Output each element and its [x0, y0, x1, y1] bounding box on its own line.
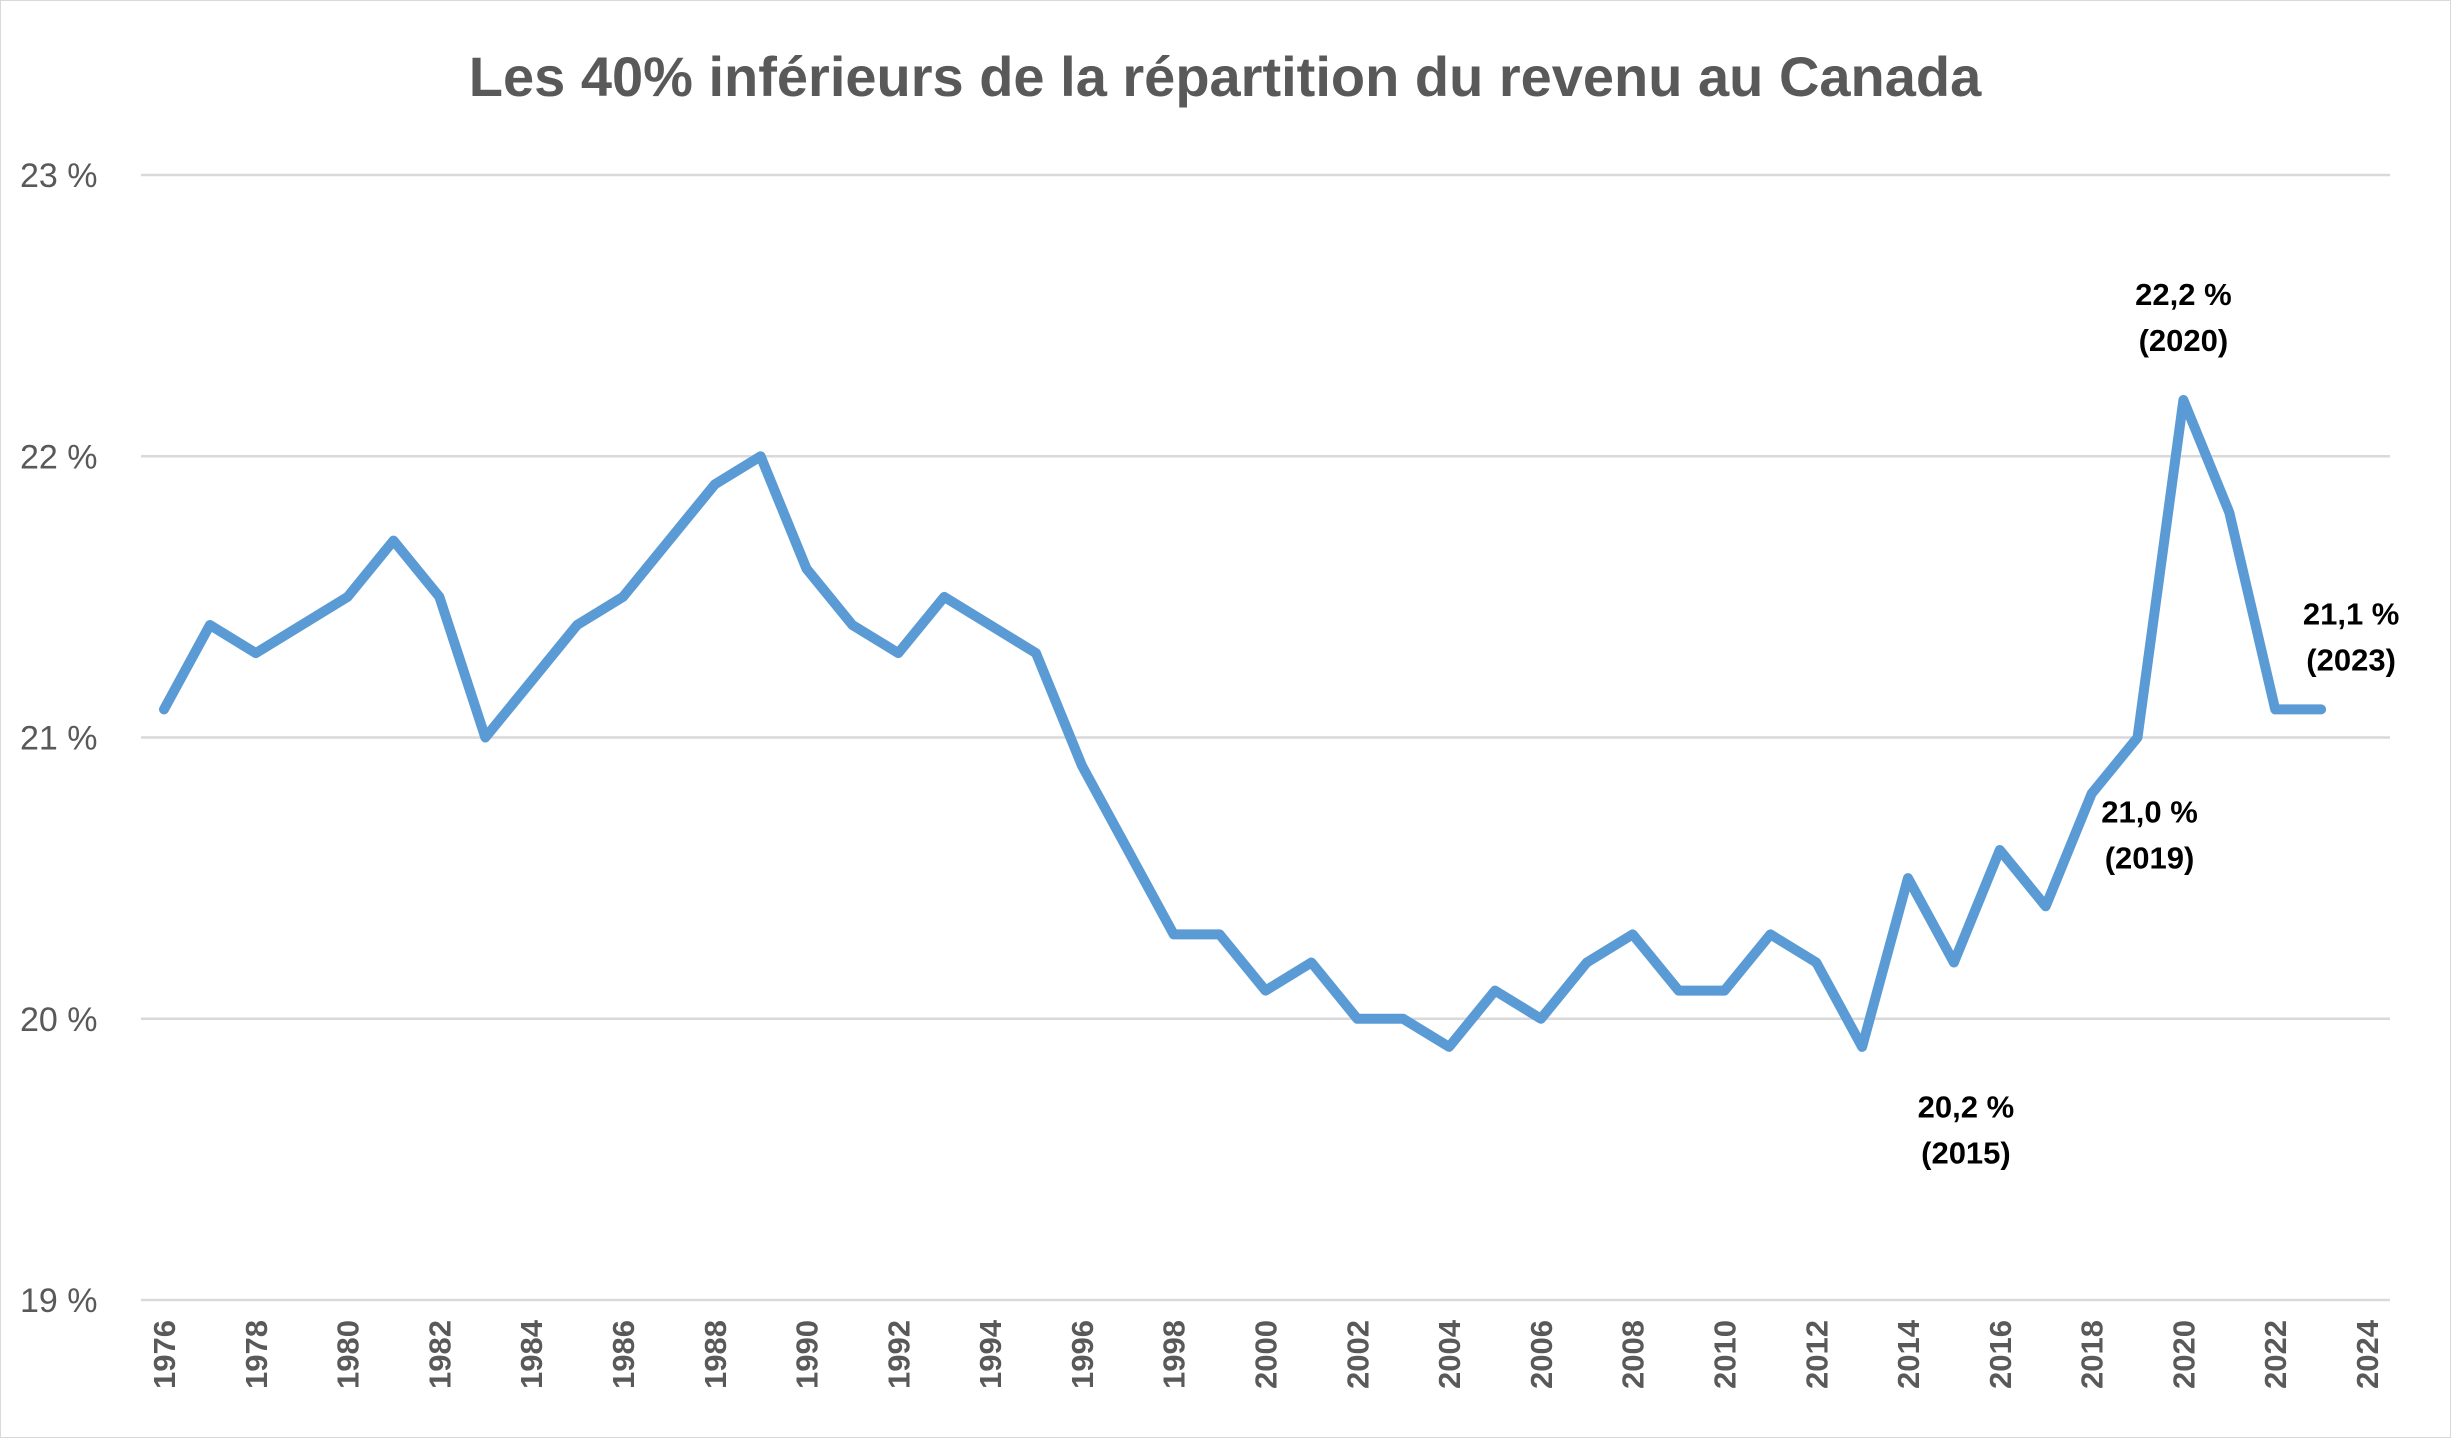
x-tick-label: 2018 [2075, 1320, 2110, 1389]
x-tick-label: 2010 [1707, 1320, 1742, 1389]
x-tick-label: 2024 [2350, 1319, 2385, 1389]
x-tick-label: 1976 [147, 1320, 182, 1389]
annotation-year: (2020) [2139, 323, 2229, 358]
x-tick-label: 1982 [422, 1320, 457, 1389]
y-tick-label: 21 % [20, 720, 98, 758]
annotation-year: (2015) [1921, 1136, 2011, 1171]
y-axis-ticks: 19 % 20 % 21 % 22 % 23 % [20, 157, 98, 1320]
x-tick-label: 1988 [698, 1320, 733, 1389]
x-tick-label: 2004 [1432, 1319, 1467, 1389]
x-tick-label: 1986 [606, 1320, 641, 1389]
x-tick-label: 2020 [2166, 1320, 2201, 1389]
x-axis-ticks: 1976 1978 1980 1982 1984 1986 1988 1990 1992 1994… [147, 1319, 2385, 1389]
annotation-value: 21,0 % [2101, 795, 2198, 830]
x-tick-label: 2008 [1616, 1320, 1651, 1389]
series-line [159, 395, 2327, 1052]
x-tick-label: 1992 [881, 1320, 916, 1389]
y-tick-label: 20 % [20, 1001, 98, 1039]
x-tick-label: 1998 [1157, 1320, 1192, 1389]
x-tick-label: 2000 [1249, 1320, 1284, 1389]
annotation-value: 21,1 % [2303, 596, 2400, 631]
x-tick-label: 1984 [514, 1319, 549, 1389]
x-tick-label: 1996 [1065, 1320, 1100, 1389]
annotation-value: 20,2 % [1918, 1090, 2015, 1125]
y-tick-label: 22 % [20, 438, 98, 476]
y-tick-label: 23 % [20, 157, 98, 195]
annotation-value: 22,2 % [2135, 277, 2232, 312]
x-tick-label: 2022 [2258, 1320, 2293, 1389]
x-tick-label: 1990 [790, 1320, 825, 1389]
x-tick-label: 2002 [1340, 1320, 1375, 1389]
x-tick-label: 2014 [1891, 1319, 1926, 1389]
annotations: 22,2 % (2020) 21,1 % (2023) 21,0 % (2019) 20,2… [1918, 277, 2400, 1171]
x-tick-label: 2006 [1524, 1320, 1559, 1389]
x-tick-label: 1994 [973, 1319, 1008, 1389]
gridlines [141, 173, 2390, 1302]
annotation-year: (2023) [2306, 642, 2396, 677]
chart-title: Les 40% inférieurs de la répartition du … [469, 45, 1982, 108]
y-tick-label: 19 % [20, 1282, 98, 1320]
x-tick-label: 2012 [1799, 1320, 1834, 1389]
x-tick-label: 2016 [1983, 1320, 2018, 1389]
series [159, 395, 2327, 1052]
x-tick-label: 1980 [331, 1320, 366, 1389]
x-tick-label: 1978 [239, 1320, 274, 1389]
annotation-year: (2019) [2105, 841, 2195, 876]
